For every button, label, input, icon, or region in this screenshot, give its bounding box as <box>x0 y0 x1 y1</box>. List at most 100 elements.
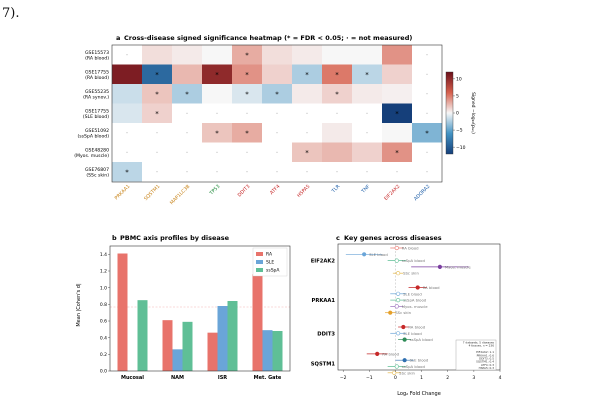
effect-point <box>375 351 380 357</box>
heatmap-column-label: HSPA5 <box>296 184 311 199</box>
significance-star: * <box>395 110 399 118</box>
colorbar-ticks: 10 5 0 −5 −10 <box>453 76 466 151</box>
heatmap-row-name: GSE55235 <box>85 89 109 95</box>
forest-x-tick-label: −2 <box>340 375 347 381</box>
legend-swatch <box>256 260 263 264</box>
bar-ra <box>252 274 263 371</box>
heatmap-cell <box>292 142 322 162</box>
colorbar-tick-label: 0 <box>456 111 459 117</box>
not-measured-dot <box>426 54 428 56</box>
heatmap-cell <box>172 64 202 84</box>
heatmap-cell <box>322 142 352 162</box>
colorbar-tick-label: 5 <box>456 94 459 100</box>
heatmap-cell <box>172 45 202 65</box>
significance-star: * <box>335 90 339 98</box>
legend-label: ssSpA <box>266 268 280 274</box>
heatmap-cell <box>112 64 142 84</box>
heatmap-cell <box>142 84 172 104</box>
effect-point <box>394 258 399 263</box>
effect-point <box>395 298 401 303</box>
effect-point <box>388 310 393 315</box>
panel-a-title: Cross-disease signed significance heatma… <box>124 34 412 42</box>
forest-x-ticks: −2 −1 0 1 2 3 4 <box>340 370 502 381</box>
not-measured-dot <box>126 54 128 56</box>
heatmap-cell <box>292 45 322 65</box>
bar-y-tick-label: 1.2 <box>100 269 107 275</box>
heatmap-column-label: DDIT3 <box>237 184 252 199</box>
bar-ssspa <box>182 321 193 371</box>
not-measured-dot <box>426 112 428 114</box>
panel-a: a Cross-disease signed significance heat… <box>74 34 476 206</box>
colorbar-tick-label: 10 <box>456 76 462 82</box>
gene-label: DDIT3 <box>317 331 335 337</box>
point-label: SSc skin <box>395 310 411 315</box>
heatmap-column-label: SQSTM1 <box>143 184 161 202</box>
note-line: SQSTM1: 0.4 <box>476 360 494 364</box>
point-label: SLE blood <box>403 331 422 336</box>
bar-y-tick-label: 0.6 <box>100 319 107 325</box>
heatmap-row-name: GSE76807 <box>85 167 109 173</box>
heatmap-cell <box>382 123 412 143</box>
not-measured-dot <box>306 132 308 134</box>
forest-axes-frame <box>337 243 501 371</box>
bar-marks <box>117 253 283 371</box>
forest-x-tick-label: 3 <box>472 375 475 381</box>
point-label: SLE blood <box>403 291 422 296</box>
bar-y-tick-label: 0.8 <box>100 302 107 308</box>
heatmap-cell <box>382 45 412 65</box>
bar-sle <box>262 330 273 371</box>
heatmap-row-labels: GSE15573(RA blood)GSE17755(RA blood)GSE5… <box>74 50 109 179</box>
panel-b-title: PBMC axis profiles by disease <box>120 234 230 242</box>
bar-ra <box>162 320 173 371</box>
heatmap-cell <box>412 123 442 143</box>
page-text-fragment: 7). <box>2 6 20 21</box>
heatmap-column-label: ATF4 <box>269 184 281 196</box>
heatmap-cell <box>112 103 142 123</box>
bar-y-tick-label: 0.0 <box>100 369 107 375</box>
point-label: ssSpA blood <box>402 258 426 263</box>
point-label: SSc skin <box>399 370 415 375</box>
heatmap-column-label: MAP1LC3B <box>169 184 191 206</box>
bar-axes-frame <box>109 245 291 372</box>
gene-label: SQSTM1 <box>311 361 336 367</box>
not-measured-dot <box>366 171 368 173</box>
effect-point <box>392 370 397 375</box>
not-measured-dot <box>396 171 398 173</box>
note-line: PRKAA1: 0.6 <box>477 353 495 357</box>
not-measured-dot <box>276 112 278 114</box>
heatmap-row-tissue: (Myos. muscle) <box>74 153 109 159</box>
heatmap-cell <box>382 84 412 104</box>
panel-b-ylabel: Mean |Cohen's d| <box>76 283 82 327</box>
note-line: HSPA5: 0.3 <box>479 366 495 370</box>
heatmap-cell <box>262 84 292 104</box>
heatmap-cell <box>322 123 352 143</box>
heatmap-row-name: GSE48280 <box>85 147 109 153</box>
heatmap-column-label: PRKAA1 <box>114 184 132 202</box>
significance-star: * <box>215 129 219 137</box>
heatmap-cell <box>202 64 232 84</box>
not-measured-dot <box>126 132 128 134</box>
significance-star: * <box>155 90 159 98</box>
heatmap-cell <box>202 45 232 65</box>
effect-point <box>394 304 399 309</box>
heatmap-cells: * * * * * * * * * * * * * * * * * * * * <box>112 45 442 182</box>
forest-x-tick-label: −1 <box>366 375 373 381</box>
significance-star: * <box>335 71 339 79</box>
heatmap-row-tissue: (ssSpA blood) <box>77 133 109 139</box>
not-measured-dot <box>276 151 278 153</box>
effect-point <box>402 358 407 363</box>
bar-ssspa <box>272 331 283 371</box>
point-label: ssSpA blood <box>403 298 427 303</box>
forest-x-tick-label: 1 <box>420 375 423 381</box>
significance-star: * <box>215 71 219 79</box>
not-measured-dot <box>276 171 278 173</box>
colorbar-tick-label: −5 <box>456 128 463 134</box>
not-measured-dot <box>306 171 308 173</box>
panel-c-label: c <box>336 234 340 242</box>
not-measured-dot <box>216 112 218 114</box>
point-label: Myos. muscle <box>445 264 471 269</box>
not-measured-dot <box>426 73 428 75</box>
forest-x-tick-label: 0 <box>394 375 397 381</box>
legend-swatch <box>256 252 263 256</box>
